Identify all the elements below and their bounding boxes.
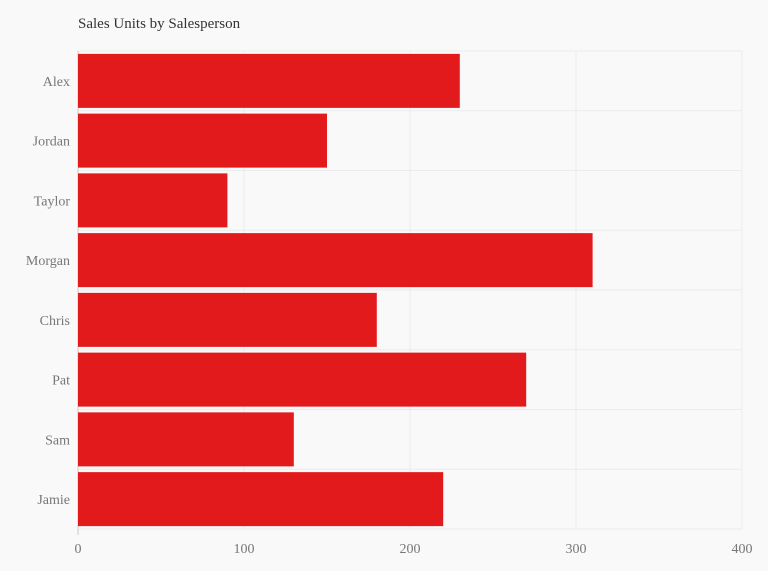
y-tick-label: Sam — [45, 433, 70, 448]
bar-jordan — [78, 113, 327, 168]
x-tick-label: 100 — [234, 542, 255, 557]
y-tick-label: Pat — [52, 374, 70, 389]
bars — [78, 53, 593, 527]
bar-pat — [78, 352, 527, 407]
x-axis-labels: 0 100 200 300 400 — [75, 542, 753, 557]
bar-alex — [78, 53, 460, 108]
grid-lines — [77, 50, 743, 535]
x-tick-label: 0 — [75, 542, 82, 557]
y-tick-label: Jamie — [37, 493, 70, 508]
bar-chris — [78, 292, 377, 347]
y-tick-label: Taylor — [34, 194, 71, 209]
x-tick-label: 300 — [566, 542, 587, 557]
x-tick-label: 200 — [400, 542, 421, 557]
bar-sam — [78, 412, 294, 467]
bar-morgan — [78, 233, 593, 288]
y-tick-label: Jordan — [33, 135, 70, 150]
y-tick-label: Alex — [43, 75, 70, 90]
y-axis-labels: Alex Jordan Taylor Morgan Chris Pat Sam Jamie — [26, 75, 70, 508]
x-tick-label: 400 — [732, 542, 753, 557]
y-tick-label: Chris — [40, 314, 70, 329]
y-tick-label: Morgan — [26, 254, 70, 269]
bar-taylor — [78, 173, 228, 228]
bar-jamie — [78, 472, 444, 527]
chart-title: Sales Units by Salesperson — [78, 16, 241, 32]
